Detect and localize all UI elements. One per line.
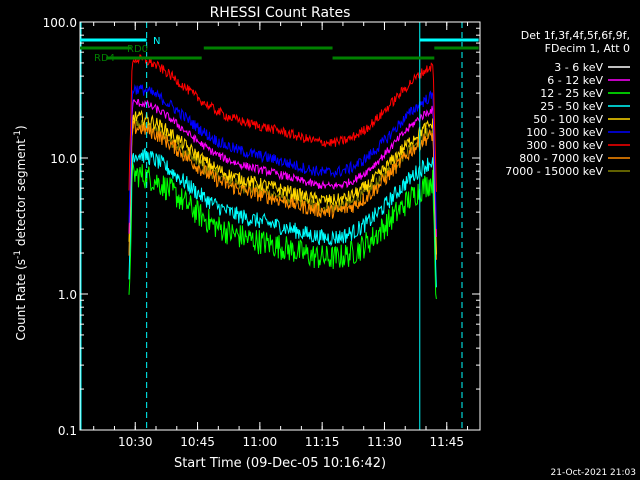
flag-n-label: N xyxy=(153,36,160,47)
legend-entry-label-1: 6 - 12 keV xyxy=(547,74,603,87)
y-tick-label-0: 100.0 xyxy=(43,16,77,30)
legend-entry-label-3: 25 - 50 keV xyxy=(540,100,603,113)
legend-entry-label-8: 7000 - 15000 keV xyxy=(505,165,603,178)
plot-area xyxy=(80,22,463,430)
series-line-6 xyxy=(128,54,437,192)
series-line-0 xyxy=(128,126,437,268)
flag-rd4-label: RD4 xyxy=(94,53,115,64)
flag-bars: N RD0 RD4 xyxy=(80,36,479,64)
x-tick-label-1: 10:45 xyxy=(180,435,215,449)
y-axis-label-mid: detector segment xyxy=(14,139,28,250)
y-axis-label-end: ) xyxy=(14,125,28,130)
series-line-4 xyxy=(128,109,437,255)
flag-rd0-label: RD0 xyxy=(127,44,148,55)
x-tick-label-4: 11:30 xyxy=(367,435,402,449)
y-axis-label-sup1: -1 xyxy=(13,250,23,259)
series-line-2 xyxy=(128,162,437,300)
legend-entry-label-6: 300 - 800 keV xyxy=(526,139,603,152)
chart-title: RHESSI Count Rates xyxy=(210,5,351,21)
x-tick-label-3: 11:15 xyxy=(305,435,340,449)
legend-entry-label-0: 3 - 6 keV xyxy=(554,61,603,74)
legend: Det 1f,3f,4f,5f,6f,9f,FDecim 1, Att 0 3 -… xyxy=(505,29,630,178)
footer-date: 21-Oct-2021 21:03 xyxy=(551,468,636,478)
series-line-1 xyxy=(128,99,437,237)
legend-entry-label-4: 50 - 100 keV xyxy=(533,113,603,126)
legend-header-0: Det 1f,3f,4f,5f,6f,9f, xyxy=(521,29,630,42)
series-line-7 xyxy=(128,120,437,260)
series-line-5 xyxy=(128,84,437,229)
y-tick-label-2: 1.0 xyxy=(58,288,77,302)
y-tick-label-3: 0.1 xyxy=(58,424,77,438)
x-tick-label-0: 10:30 xyxy=(118,435,153,449)
axes-frame xyxy=(79,21,481,431)
series-line-3 xyxy=(128,147,437,288)
x-axis-label: Start Time (09-Dec-05 10:16:42) xyxy=(174,456,386,471)
y-axis-label: Count Rate (s-1 detector segment-1) xyxy=(13,125,28,340)
legend-entry-label-5: 100 - 300 keV xyxy=(526,126,603,139)
x-tick-label-5: 11:45 xyxy=(429,435,464,449)
legend-entry-label-2: 12 - 25 keV xyxy=(540,87,603,100)
y-axis-label-sup2: -1 xyxy=(13,130,23,139)
y-tick-label-1: 10.0 xyxy=(50,152,77,166)
x-tick-label-2: 11:00 xyxy=(243,435,278,449)
legend-header-1: FDecim 1, Att 0 xyxy=(545,42,630,55)
y-axis-label-main: Count Rate (s xyxy=(14,259,28,341)
plot-axes: 100.0 10.0 1.0 0.1 10:30 10:45 11:00 11:15 11:30… xyxy=(43,16,481,449)
legend-entry-label-7: 800 - 7000 keV xyxy=(519,152,603,165)
